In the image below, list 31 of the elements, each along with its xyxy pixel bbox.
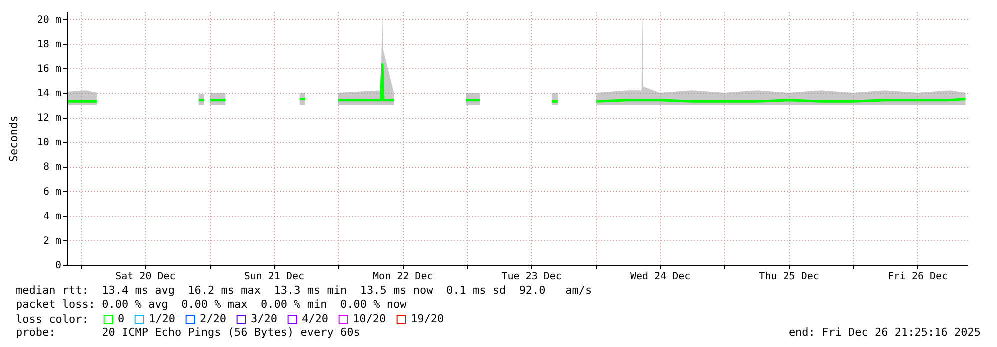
x-tick-label: Fri 26 Dec (888, 272, 948, 282)
legend-label: 0 (118, 312, 125, 326)
legend-label: 2/20 (200, 312, 226, 326)
y-tick-label: 10 m (37, 138, 62, 149)
y-tick-label: 18 m (37, 39, 62, 50)
legend-label: 10/20 (353, 312, 386, 326)
legend-label: 1/20 (149, 312, 176, 326)
x-tick-label: Sat 20 Dec (116, 272, 176, 282)
x-tick-label: Sun 21 Dec (244, 272, 305, 282)
legend-label: 3/20 (251, 312, 278, 326)
y-tick-label: 16 m (37, 64, 62, 75)
legend-title: loss color: (16, 313, 89, 326)
x-tick-label: Thu 25 Dec (759, 272, 820, 282)
x-tick-label: Mon 22 Dec (373, 272, 434, 282)
y-tick-label: 8 m (43, 162, 62, 174)
y-tick-label: 20 m (37, 14, 62, 26)
y-tick-label: 12 m (37, 113, 62, 124)
text: packet loss: 0.00 % avg 0.00 % max 0.00 % min 0.00 % now (16, 298, 408, 311)
y-tick-label: 14 m (37, 88, 62, 100)
text: median rtt: 13.4 ms avg 16.2 ms max 13.3 ms min 13.5 ms now 0.1 ms sd 92.0 am/s (16, 284, 592, 297)
text: probe: 20 ICMP Echo Pings (56 Bytes) every 60s (16, 326, 360, 339)
y-tick-label: 6 m (43, 186, 62, 198)
y-axis-title: Seconds (7, 116, 20, 162)
x-tick-label: Tue 23 Dec (502, 272, 562, 282)
x-tick-label: Wed 24 Dec (630, 272, 691, 282)
y-tick-label: 2 m (43, 236, 62, 247)
legend-label: 19/20 (411, 312, 444, 326)
y-tick-label: 4 m (43, 211, 62, 222)
y-tick-label: 0 (55, 260, 62, 272)
legend-label: 4/20 (302, 312, 328, 326)
text: end: Fri Dec 26 21:25:16 2025 (788, 326, 981, 339)
